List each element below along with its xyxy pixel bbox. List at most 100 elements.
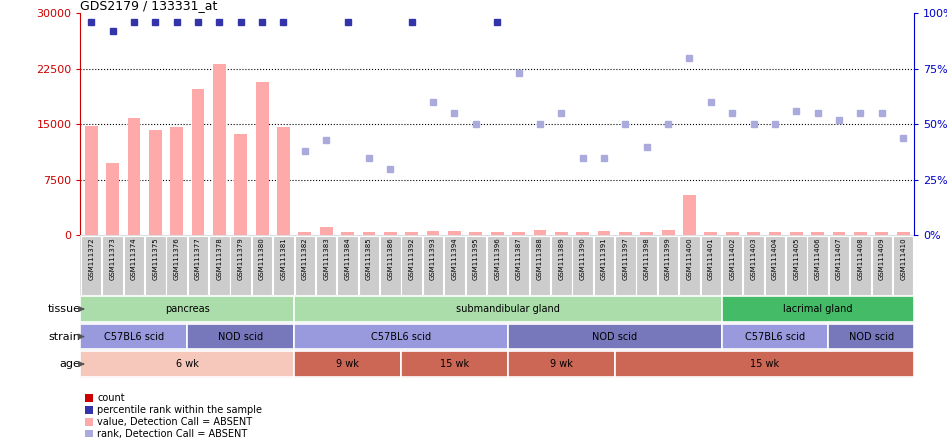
Bar: [298, 232, 312, 235]
Legend: count, percentile rank within the sample, value, Detection Call = ABSENT, rank, : count, percentile rank within the sample…: [85, 393, 262, 439]
Text: GSM111407: GSM111407: [836, 237, 842, 280]
FancyBboxPatch shape: [209, 236, 229, 295]
Text: age: age: [60, 359, 80, 369]
FancyBboxPatch shape: [80, 351, 295, 377]
Bar: [191, 89, 205, 235]
Bar: [576, 232, 589, 235]
Bar: [405, 232, 419, 235]
Text: 9 wk: 9 wk: [336, 359, 359, 369]
Bar: [790, 232, 803, 235]
FancyBboxPatch shape: [295, 296, 722, 322]
FancyBboxPatch shape: [102, 236, 123, 295]
Text: GSM111404: GSM111404: [772, 237, 778, 280]
FancyBboxPatch shape: [295, 236, 315, 295]
FancyBboxPatch shape: [167, 236, 187, 295]
Text: GSM111396: GSM111396: [494, 237, 500, 280]
Text: GSM111399: GSM111399: [665, 237, 671, 280]
Bar: [427, 231, 439, 235]
Text: GSM111401: GSM111401: [707, 237, 714, 280]
Text: GSM111375: GSM111375: [152, 237, 158, 280]
FancyBboxPatch shape: [188, 236, 208, 295]
Text: GSM111382: GSM111382: [302, 237, 308, 280]
FancyBboxPatch shape: [701, 236, 721, 295]
FancyBboxPatch shape: [422, 236, 443, 295]
Text: GSM111376: GSM111376: [173, 237, 180, 280]
Text: GSM111381: GSM111381: [280, 237, 287, 280]
FancyBboxPatch shape: [80, 324, 188, 349]
Bar: [897, 232, 909, 235]
FancyBboxPatch shape: [145, 236, 166, 295]
FancyBboxPatch shape: [80, 236, 101, 295]
FancyBboxPatch shape: [808, 236, 828, 295]
FancyBboxPatch shape: [80, 296, 295, 322]
Text: GSM111387: GSM111387: [515, 237, 522, 280]
FancyBboxPatch shape: [359, 236, 379, 295]
Text: C57BL6 scid: C57BL6 scid: [371, 332, 431, 341]
Text: GSM111406: GSM111406: [814, 237, 821, 280]
FancyBboxPatch shape: [444, 236, 465, 295]
FancyBboxPatch shape: [722, 324, 829, 349]
Text: GSM111372: GSM111372: [88, 237, 94, 280]
Text: GSM111395: GSM111395: [473, 237, 479, 280]
Text: lacrimal gland: lacrimal gland: [783, 304, 852, 314]
Text: GSM111402: GSM111402: [729, 237, 735, 280]
Text: NOD scid: NOD scid: [849, 332, 894, 341]
FancyBboxPatch shape: [829, 236, 849, 295]
Bar: [170, 127, 183, 235]
FancyBboxPatch shape: [786, 236, 807, 295]
Bar: [470, 232, 482, 235]
Bar: [106, 163, 119, 235]
Text: GSM111384: GSM111384: [345, 237, 350, 280]
Text: GSM111393: GSM111393: [430, 237, 436, 280]
Bar: [256, 82, 269, 235]
Text: tissue: tissue: [47, 304, 80, 314]
Text: GSM111410: GSM111410: [901, 237, 906, 280]
FancyBboxPatch shape: [466, 236, 486, 295]
Text: GSM111390: GSM111390: [580, 237, 585, 280]
Text: submandibular gland: submandibular gland: [456, 304, 560, 314]
FancyBboxPatch shape: [124, 236, 144, 295]
Bar: [832, 232, 846, 235]
Bar: [491, 232, 504, 235]
FancyBboxPatch shape: [509, 236, 528, 295]
Text: GSM111408: GSM111408: [857, 237, 864, 280]
FancyBboxPatch shape: [274, 236, 294, 295]
FancyBboxPatch shape: [722, 236, 742, 295]
Bar: [725, 232, 739, 235]
Text: pancreas: pancreas: [165, 304, 209, 314]
Text: GSM111373: GSM111373: [110, 237, 116, 280]
Text: 15 wk: 15 wk: [439, 359, 469, 369]
FancyBboxPatch shape: [615, 351, 914, 377]
FancyBboxPatch shape: [295, 324, 508, 349]
FancyBboxPatch shape: [508, 351, 615, 377]
Text: GSM111405: GSM111405: [794, 237, 799, 280]
FancyBboxPatch shape: [594, 236, 615, 295]
Bar: [213, 63, 225, 235]
FancyBboxPatch shape: [380, 236, 401, 295]
FancyBboxPatch shape: [679, 236, 700, 295]
Text: NOD scid: NOD scid: [218, 332, 263, 341]
FancyBboxPatch shape: [829, 324, 914, 349]
Text: C57BL6 scid: C57BL6 scid: [104, 332, 164, 341]
FancyBboxPatch shape: [636, 236, 657, 295]
FancyBboxPatch shape: [722, 296, 914, 322]
FancyBboxPatch shape: [401, 351, 508, 377]
Bar: [747, 232, 760, 235]
Text: GSM111391: GSM111391: [601, 237, 607, 280]
Text: GSM111385: GSM111385: [366, 237, 372, 280]
FancyBboxPatch shape: [765, 236, 785, 295]
FancyBboxPatch shape: [551, 236, 572, 295]
Text: GSM111394: GSM111394: [452, 237, 457, 280]
FancyBboxPatch shape: [893, 236, 914, 295]
Text: GSM111403: GSM111403: [751, 237, 757, 280]
Text: 9 wk: 9 wk: [550, 359, 573, 369]
Text: GSM111377: GSM111377: [195, 237, 201, 280]
Bar: [533, 230, 546, 235]
Bar: [555, 232, 567, 235]
Bar: [320, 227, 332, 235]
Bar: [448, 231, 461, 235]
FancyBboxPatch shape: [402, 236, 422, 295]
FancyBboxPatch shape: [337, 236, 358, 295]
Bar: [812, 232, 824, 235]
Text: GSM111378: GSM111378: [216, 237, 223, 280]
